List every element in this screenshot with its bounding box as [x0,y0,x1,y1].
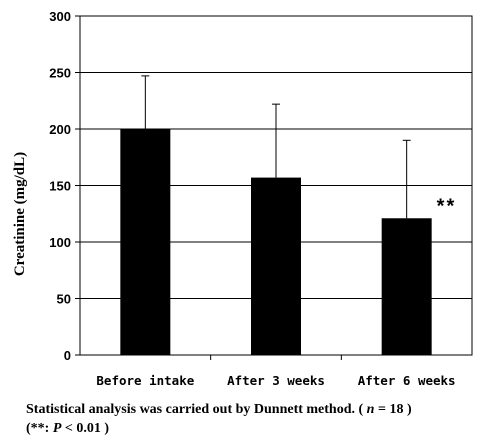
x-tick-label-after-6-weeks: After 6 weeks [358,373,456,388]
tick-labels: 0 50 100 150 200 250 300 Before intake After 3 w… [49,9,457,388]
significance-marker: ** [437,195,457,217]
y-tick-label-150: 150 [49,179,71,194]
error-bars [141,75,411,219]
bar-after-6-weeks [381,218,432,355]
bars [120,129,432,355]
footnote-significance: (**: P < 0.01 ) [26,421,110,436]
x-tick-label-after-3-weeks: After 3 weeks [227,373,325,388]
footnote-method: Statistical analysis was carried out by … [26,402,412,417]
axes [75,15,473,360]
y-tick-label-50: 50 [57,292,71,307]
y-axis-title: Creatinine (mg/dL) [12,152,28,276]
y-tick-label-100: 100 [49,235,71,250]
bar-chart: 0 50 100 150 200 250 300 Before intake After 3 w… [12,9,473,388]
y-tick-label-0: 0 [64,348,71,363]
bar-before-intake [120,129,171,355]
y-tick-label-250: 250 [49,66,71,81]
x-tick-label-before-intake: Before intake [96,373,194,388]
y-tick-label-300: 300 [49,9,71,24]
y-tick-label-200: 200 [49,122,71,137]
bar-after-3-weeks [251,177,301,355]
plot-frame [79,15,473,356]
